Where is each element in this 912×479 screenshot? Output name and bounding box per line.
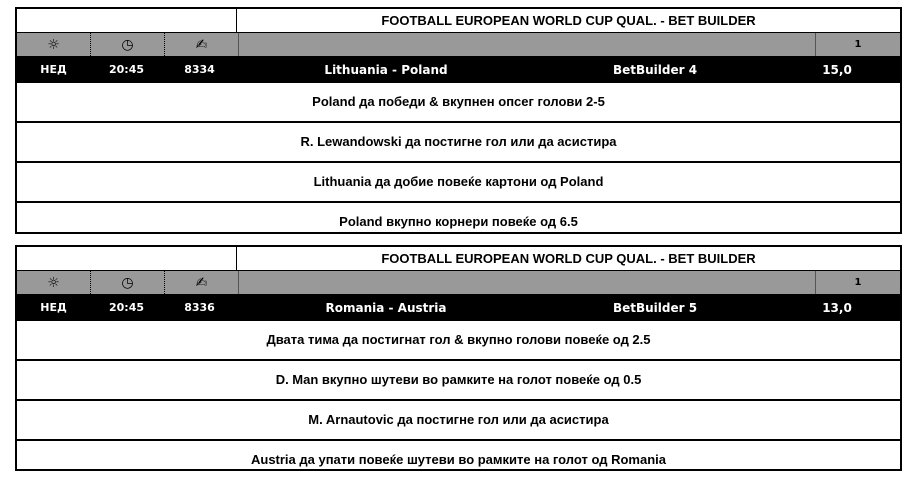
selection-item: Двата тима да постигнат гол & вкупно гол…: [17, 321, 900, 361]
selection-item: Lithuania да добие повеќе картони од Pol…: [17, 163, 900, 203]
odd-value[interactable]: 15,0: [822, 63, 852, 77]
match-name: Romania - Austria: [325, 301, 447, 315]
selection-item: Austria да упати повеќе шутеви во рамкит…: [250, 452, 667, 467]
selection-item: M. Arnautovic да постигне гол или да аси…: [17, 401, 900, 441]
header-row: FOOTBALL EUROPEAN WORLD CUP QUAL. - BET …: [17, 247, 900, 271]
clock-icon: ◷: [91, 33, 165, 56]
event-row[interactable]: НЕД 20:45 8336 Romania - Austria BetBuil…: [17, 295, 900, 321]
odd-header: 1: [854, 39, 862, 50]
column-header-row: ☼ ◷ ✍ 1: [17, 271, 900, 295]
competition-title: FOOTBALL EUROPEAN WORLD CUP QUAL. - BET …: [381, 251, 756, 266]
header-row: FOOTBALL EUROPEAN WORLD CUP QUAL. - BET …: [17, 9, 900, 33]
odd-value[interactable]: 13,0: [822, 301, 852, 315]
selection-item: R. Lewandowski да постигне гол или да ас…: [17, 123, 900, 163]
market-name: BetBuilder 5: [612, 301, 698, 315]
clock-icon: ◷: [91, 271, 165, 294]
selection-item: Poland да победи & вкупнен опсег голови …: [17, 83, 900, 123]
competition-title: FOOTBALL EUROPEAN WORLD CUP QUAL. - BET …: [381, 13, 756, 28]
sun-icon: ☼: [17, 271, 91, 294]
event-code: 8334: [184, 63, 215, 76]
match-name: Lithuania - Poland: [324, 63, 448, 77]
signature-icon: ✍: [165, 33, 239, 56]
column-header-row: ☼ ◷ ✍ 1: [17, 33, 900, 57]
signature-icon: ✍: [165, 271, 239, 294]
market-name: BetBuilder 4: [612, 63, 698, 77]
event-time: 20:45: [108, 63, 144, 76]
event-time: 20:45: [108, 301, 144, 314]
event-card: FOOTBALL EUROPEAN WORLD CUP QUAL. - BET …: [15, 7, 902, 234]
selection-item: Poland вкупно корнери повеќе од 6.5: [339, 214, 578, 229]
event-card: FOOTBALL EUROPEAN WORLD CUP QUAL. - BET …: [15, 245, 902, 471]
selection-item: D. Man вкупно шутеви во рамките на голот…: [17, 361, 900, 401]
event-row[interactable]: НЕД 20:45 8334 Lithuania - Poland BetBui…: [17, 57, 900, 83]
odd-header: 1: [854, 277, 862, 288]
sun-icon: ☼: [17, 33, 91, 56]
event-code: 8336: [184, 301, 215, 314]
event-day: НЕД: [40, 301, 67, 314]
event-day: НЕД: [40, 63, 67, 76]
